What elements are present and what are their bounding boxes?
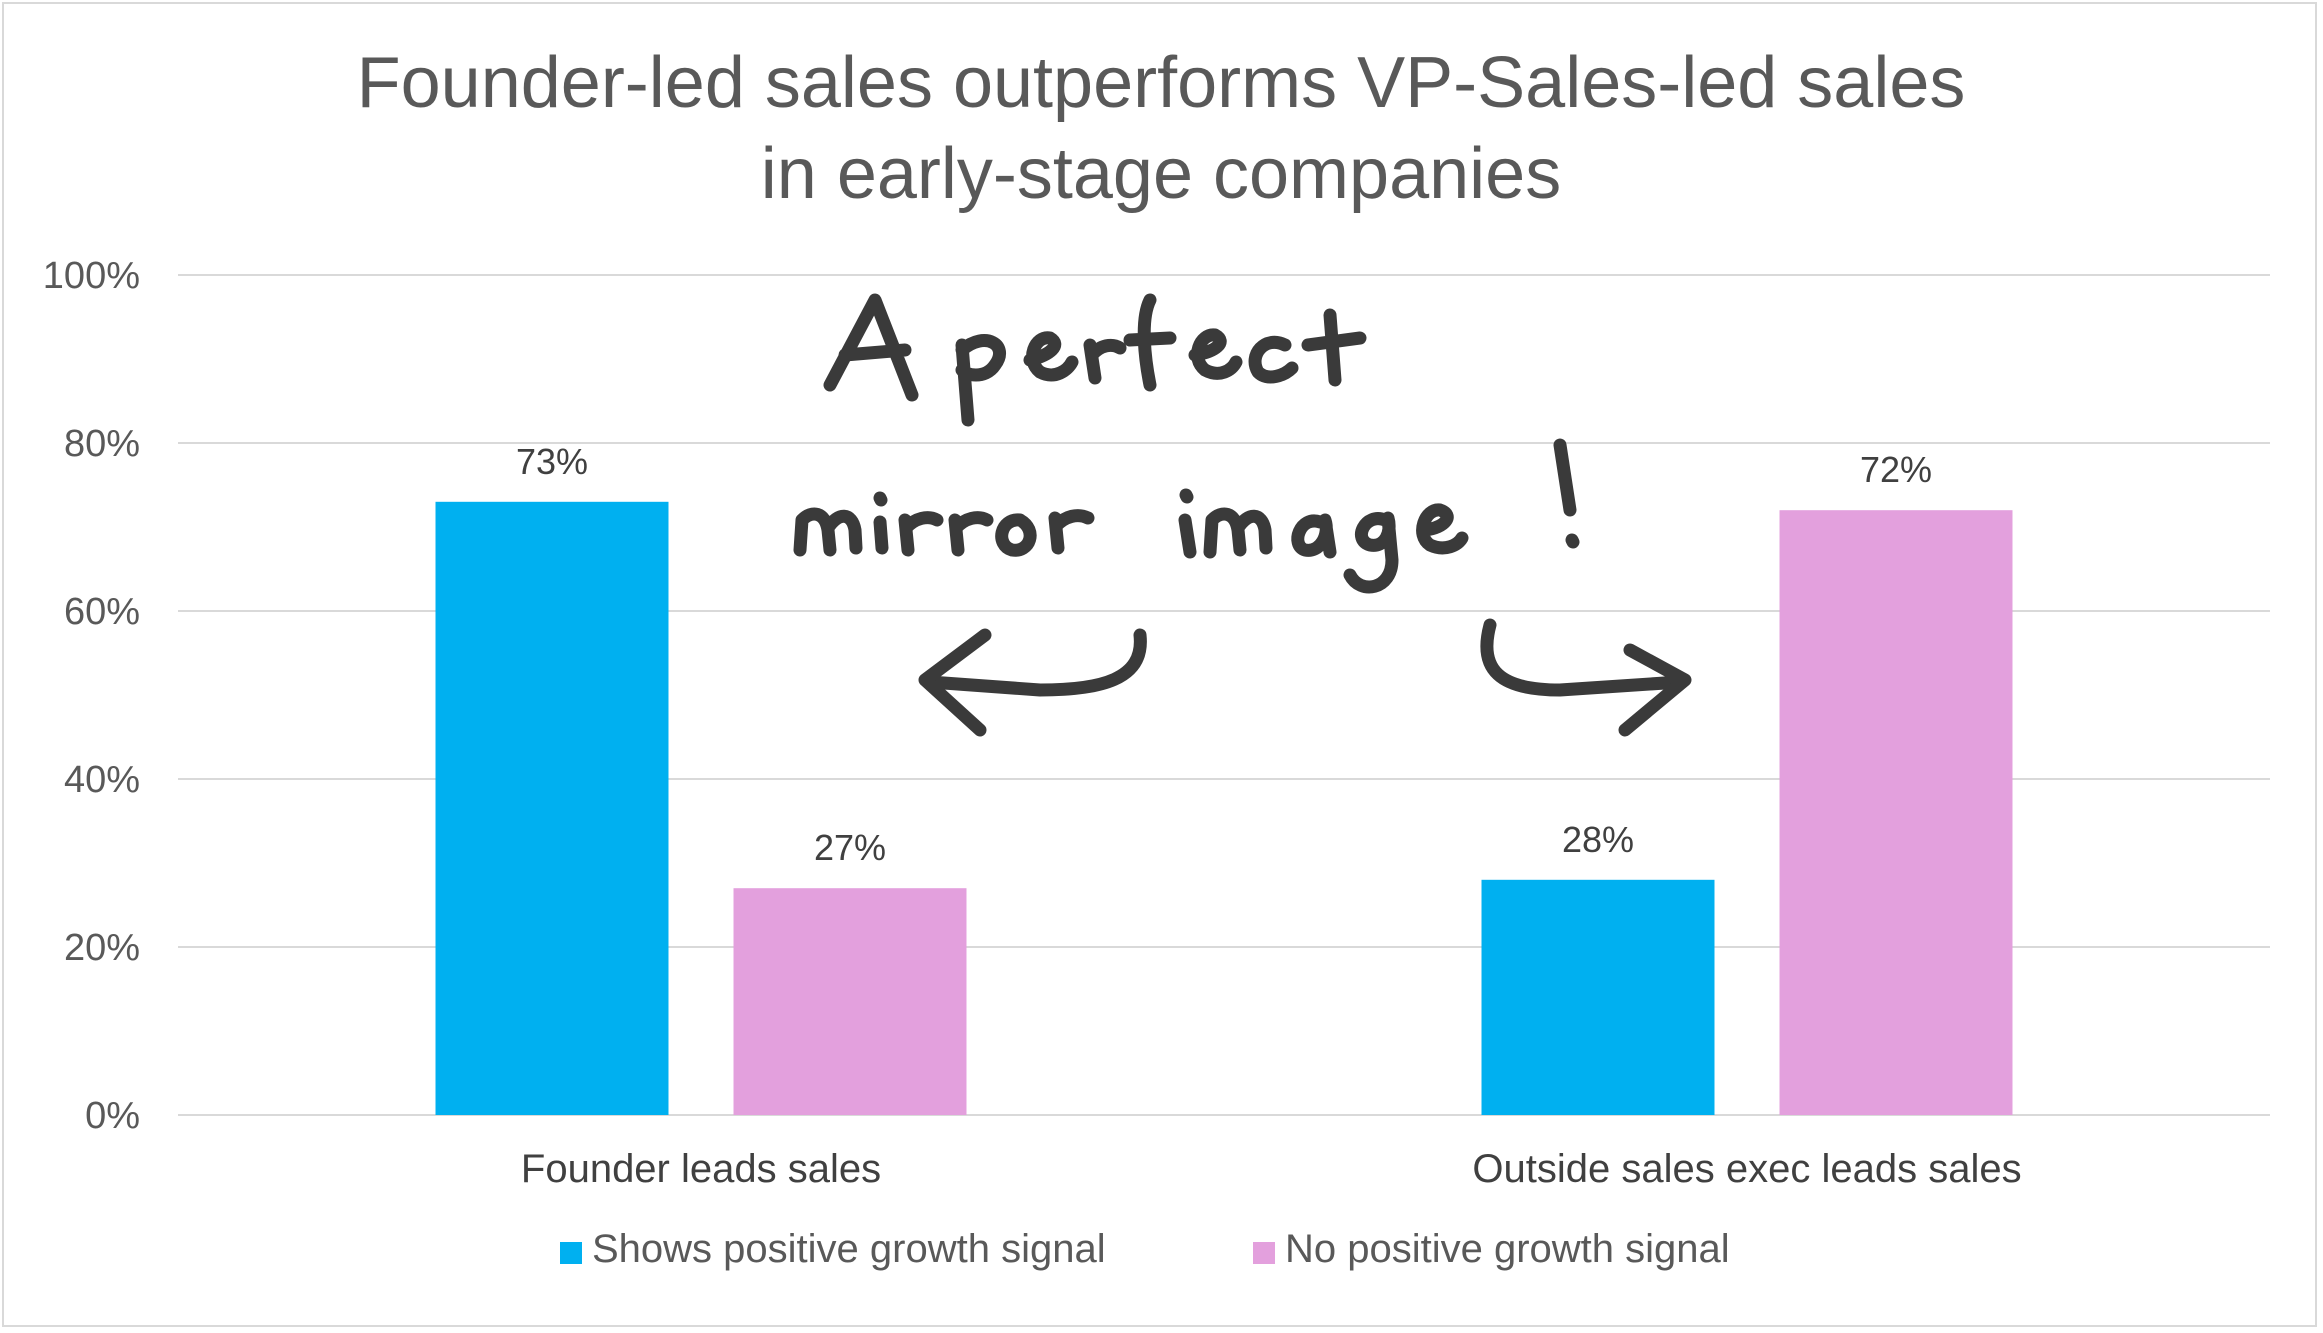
- data-label: 27%: [814, 827, 886, 868]
- data-label: 73%: [516, 441, 588, 482]
- x-axis: Founder leads sales Outside sales exec le…: [521, 1147, 2022, 1191]
- bar: [1481, 879, 1715, 1115]
- y-axis: 0% 20% 40% 60% 80% 100%: [43, 255, 140, 1137]
- data-label: 28%: [1562, 819, 1634, 860]
- y-tick-label: 0%: [85, 1095, 140, 1137]
- x-category-label: Founder leads sales: [521, 1147, 881, 1191]
- data-label: 72%: [1860, 449, 1932, 490]
- bar: [1779, 510, 2013, 1115]
- legend-label: No positive growth signal: [1285, 1227, 1730, 1271]
- bar: [733, 888, 967, 1115]
- chart-title: Founder-led sales outperforms VP-Sales-l…: [357, 43, 1966, 214]
- left-arrow-icon: [918, 628, 1147, 737]
- handwritten-text: [793, 293, 1580, 594]
- legend: Shows positive growth signal No positive …: [560, 1227, 1730, 1271]
- title-line-1: Founder-led sales outperforms VP-Sales-l…: [357, 43, 1966, 123]
- bar: [435, 501, 669, 1115]
- legend-swatch: [560, 1242, 582, 1264]
- bars: [435, 501, 2013, 1115]
- y-tick-label: 100%: [43, 255, 140, 297]
- data-labels: 73% 27% 28% 72%: [516, 441, 1932, 868]
- handwritten-annotation: [793, 293, 1692, 737]
- y-tick-label: 60%: [64, 591, 140, 633]
- x-category-label: Outside sales exec leads sales: [1472, 1147, 2021, 1191]
- y-tick-label: 40%: [64, 759, 140, 801]
- y-tick-label: 20%: [64, 927, 140, 969]
- legend-label: Shows positive growth signal: [592, 1227, 1106, 1271]
- right-arrow-icon: [1480, 618, 1692, 737]
- title-line-2: in early-stage companies: [761, 134, 1561, 214]
- y-tick-label: 80%: [64, 423, 140, 465]
- legend-swatch: [1253, 1242, 1275, 1264]
